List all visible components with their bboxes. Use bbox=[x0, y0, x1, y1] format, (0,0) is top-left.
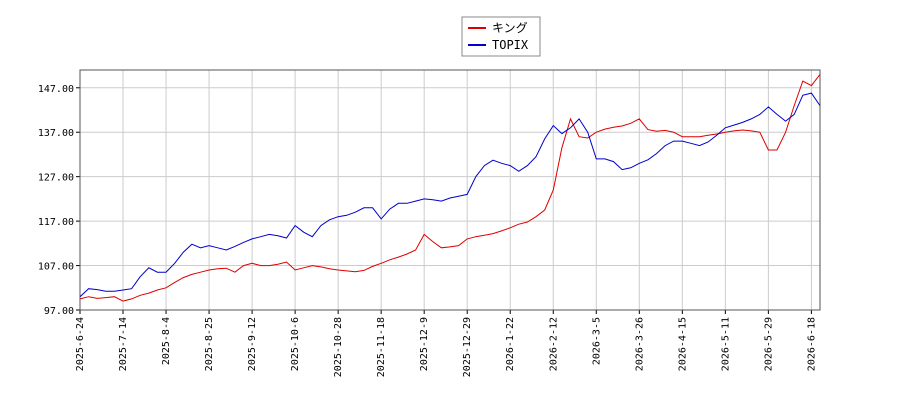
x-tick-label: 2025-7-14 bbox=[118, 317, 129, 371]
x-tick-label: 2025-10-28 bbox=[333, 317, 344, 377]
x-tick-label: 2025-8-4 bbox=[161, 317, 172, 365]
x-tick-label: 2026-5-29 bbox=[763, 317, 774, 371]
x-tick-label: 2025-10-6 bbox=[290, 317, 301, 371]
plot-frame bbox=[79, 69, 821, 311]
legend-label: キング bbox=[492, 21, 528, 35]
series-line bbox=[79, 74, 821, 302]
x-tick-label: 2026-2-12 bbox=[548, 317, 559, 371]
x-tick-label: 2026-3-26 bbox=[634, 317, 645, 371]
y-tick-label: 127.00 bbox=[38, 173, 74, 184]
y-tick-label: 137.00 bbox=[38, 128, 74, 139]
x-tick-label: 2025-6-24 bbox=[75, 317, 86, 371]
legend-label: TOPIX bbox=[492, 38, 529, 52]
x-tick-label: 2025-8-25 bbox=[204, 317, 215, 371]
x-tick-label: 2026-5-11 bbox=[720, 317, 731, 371]
x-tick-label: 2026-1-22 bbox=[505, 317, 516, 371]
y-tick-label: 97.00 bbox=[44, 306, 74, 317]
x-tick-label: 2026-6-18 bbox=[806, 317, 817, 371]
series-line bbox=[79, 92, 821, 298]
y-tick-label: 107.00 bbox=[38, 262, 74, 273]
y-tick-label: 117.00 bbox=[38, 217, 74, 228]
y-tick-label: 147.00 bbox=[38, 84, 74, 95]
x-tick-label: 2025-11-18 bbox=[376, 317, 387, 377]
x-tick-label: 2026-3-5 bbox=[591, 317, 602, 365]
x-tick-label: 2026-4-15 bbox=[677, 317, 688, 371]
x-tick-label: 2025-12-29 bbox=[462, 317, 473, 377]
x-tick-label: 2025-12-9 bbox=[419, 317, 430, 371]
x-tick-label: 2025-9-12 bbox=[247, 317, 258, 371]
legend-box bbox=[461, 16, 541, 57]
